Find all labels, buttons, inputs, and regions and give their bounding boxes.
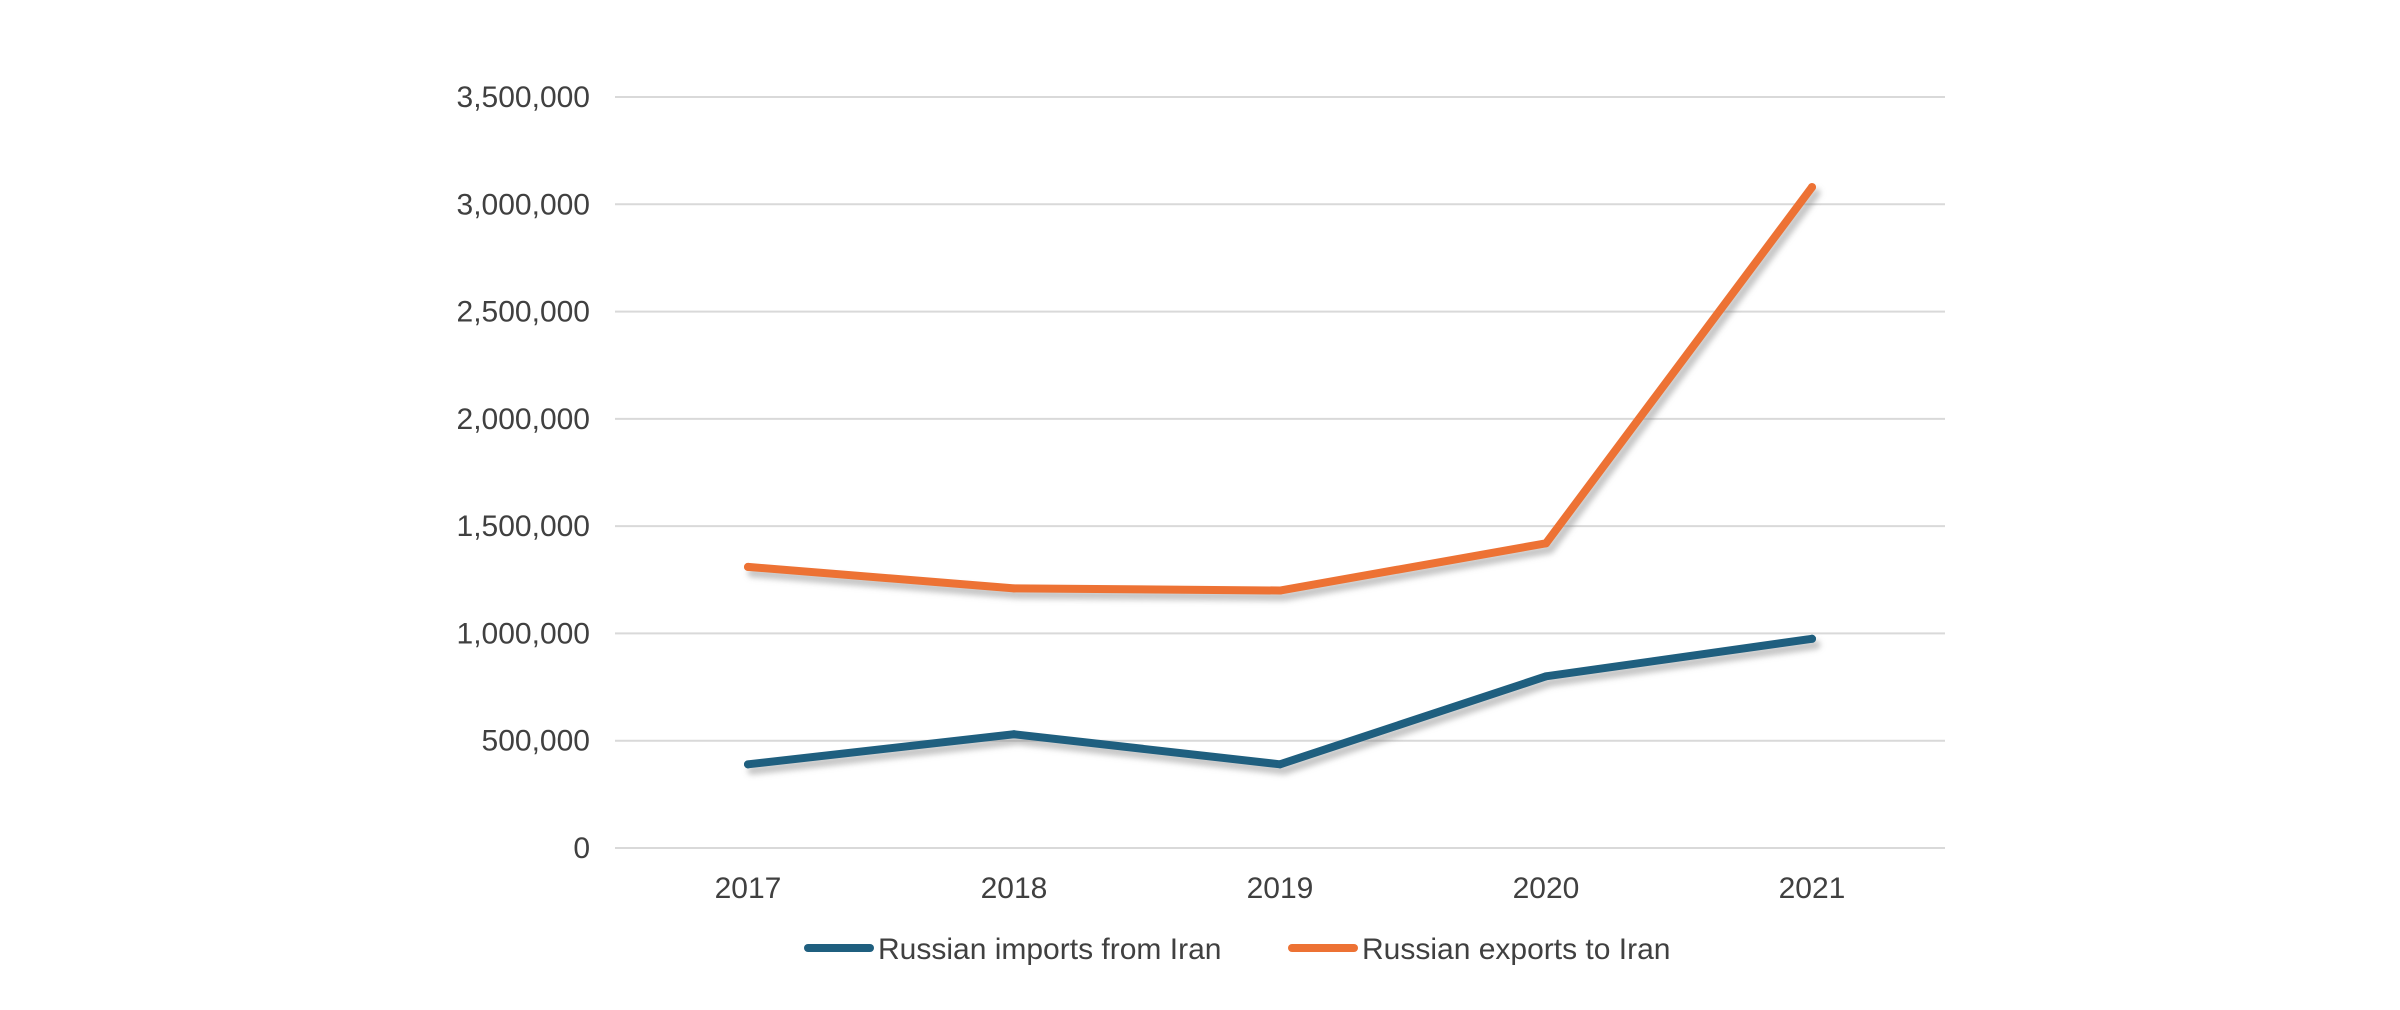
data-point bbox=[1542, 539, 1550, 548]
y-axis: 0 500,000 1,000,000 1,500,000 2,000,000 2,500… bbox=[457, 81, 590, 865]
legend: Russian imports from Iran Russian exports… bbox=[804, 933, 1670, 966]
x-axis: 2017 2018 2019 2020 2021 bbox=[715, 872, 1846, 905]
gridlines bbox=[615, 96, 1945, 849]
data-point bbox=[1276, 586, 1284, 595]
x-tick-label: 2019 bbox=[1247, 872, 1314, 905]
series-shadow bbox=[747, 188, 1821, 602]
y-tick-label: 2,000,000 bbox=[457, 403, 590, 436]
series-line-exports bbox=[744, 183, 1816, 595]
x-tick-label: 2018 bbox=[981, 872, 1048, 905]
legend-label: Russian exports to Iran bbox=[1362, 933, 1670, 966]
series-lines bbox=[744, 183, 1821, 775]
data-point bbox=[1010, 730, 1018, 739]
data-point bbox=[744, 760, 752, 769]
data-point bbox=[1542, 672, 1550, 681]
series-shadow bbox=[747, 640, 1821, 775]
y-tick-label: 500,000 bbox=[482, 725, 590, 758]
y-tick-label: 2,500,000 bbox=[457, 296, 590, 329]
data-point bbox=[744, 562, 752, 571]
data-point bbox=[1276, 760, 1284, 769]
data-point bbox=[1010, 584, 1018, 593]
x-tick-label: 2017 bbox=[715, 872, 782, 905]
legend-label: Russian imports from Iran bbox=[878, 933, 1221, 966]
legend-item: Russian exports to Iran bbox=[1288, 933, 1670, 966]
y-tick-label: 0 bbox=[573, 832, 590, 865]
y-tick-label: 3,000,000 bbox=[457, 188, 590, 221]
legend-item: Russian imports from Iran bbox=[804, 933, 1221, 966]
y-tick-label: 1,000,000 bbox=[457, 617, 590, 650]
x-tick-label: 2020 bbox=[1513, 872, 1580, 905]
data-point bbox=[1808, 183, 1816, 192]
series-line-imports bbox=[744, 634, 1816, 769]
y-tick-label: 1,500,000 bbox=[457, 510, 590, 543]
x-tick-label: 2021 bbox=[1779, 872, 1846, 905]
data-point bbox=[1808, 634, 1816, 643]
y-tick-label: 3,500,000 bbox=[457, 81, 590, 114]
